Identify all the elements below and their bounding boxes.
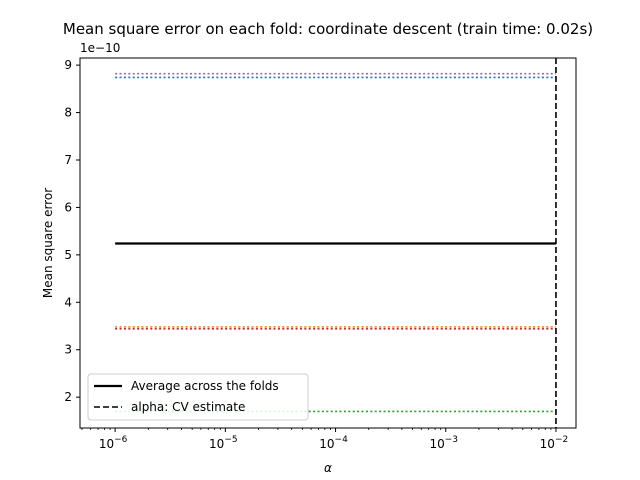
y-tick-label: 3 xyxy=(64,343,72,357)
y-tick-label: 8 xyxy=(64,106,72,120)
legend: Average across the folds alpha: CV estima… xyxy=(87,373,309,421)
legend-box xyxy=(87,373,309,421)
axes-frame xyxy=(79,57,577,429)
y-tick-label: 5 xyxy=(64,248,72,262)
y-tick-label: 2 xyxy=(64,390,72,404)
legend-label: Average across the folds xyxy=(131,379,279,393)
x-tick-label: 10−5 xyxy=(209,435,238,451)
y-tick-label: 7 xyxy=(64,153,72,167)
x-axis-label: α xyxy=(324,461,332,475)
plot-area xyxy=(115,58,557,428)
y-tick-label: 4 xyxy=(64,295,72,309)
x-tick-label: 10−4 xyxy=(319,435,348,451)
y-axis-offset-text: 1e−10 xyxy=(80,41,120,55)
legend-label: alpha: CV estimate xyxy=(131,400,245,414)
x-tick-label: 10−3 xyxy=(429,435,458,451)
y-axis-label: Mean square error xyxy=(41,188,55,298)
x-tick-label: 10−2 xyxy=(540,435,569,451)
axes: 10−6 10−5 10−4 10−3 10−2 2 3 4 5 6 7 8 9 xyxy=(64,57,577,451)
y-tick-label: 9 xyxy=(64,58,72,72)
chart-title: Mean square error on each fold: coordina… xyxy=(63,20,593,38)
y-tick-label: 6 xyxy=(64,200,72,214)
x-tick-label: 10−6 xyxy=(99,435,128,451)
